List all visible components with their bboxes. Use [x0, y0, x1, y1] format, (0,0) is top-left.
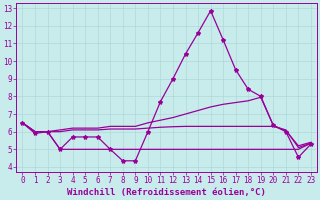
X-axis label: Windchill (Refroidissement éolien,°C): Windchill (Refroidissement éolien,°C) — [67, 188, 266, 197]
